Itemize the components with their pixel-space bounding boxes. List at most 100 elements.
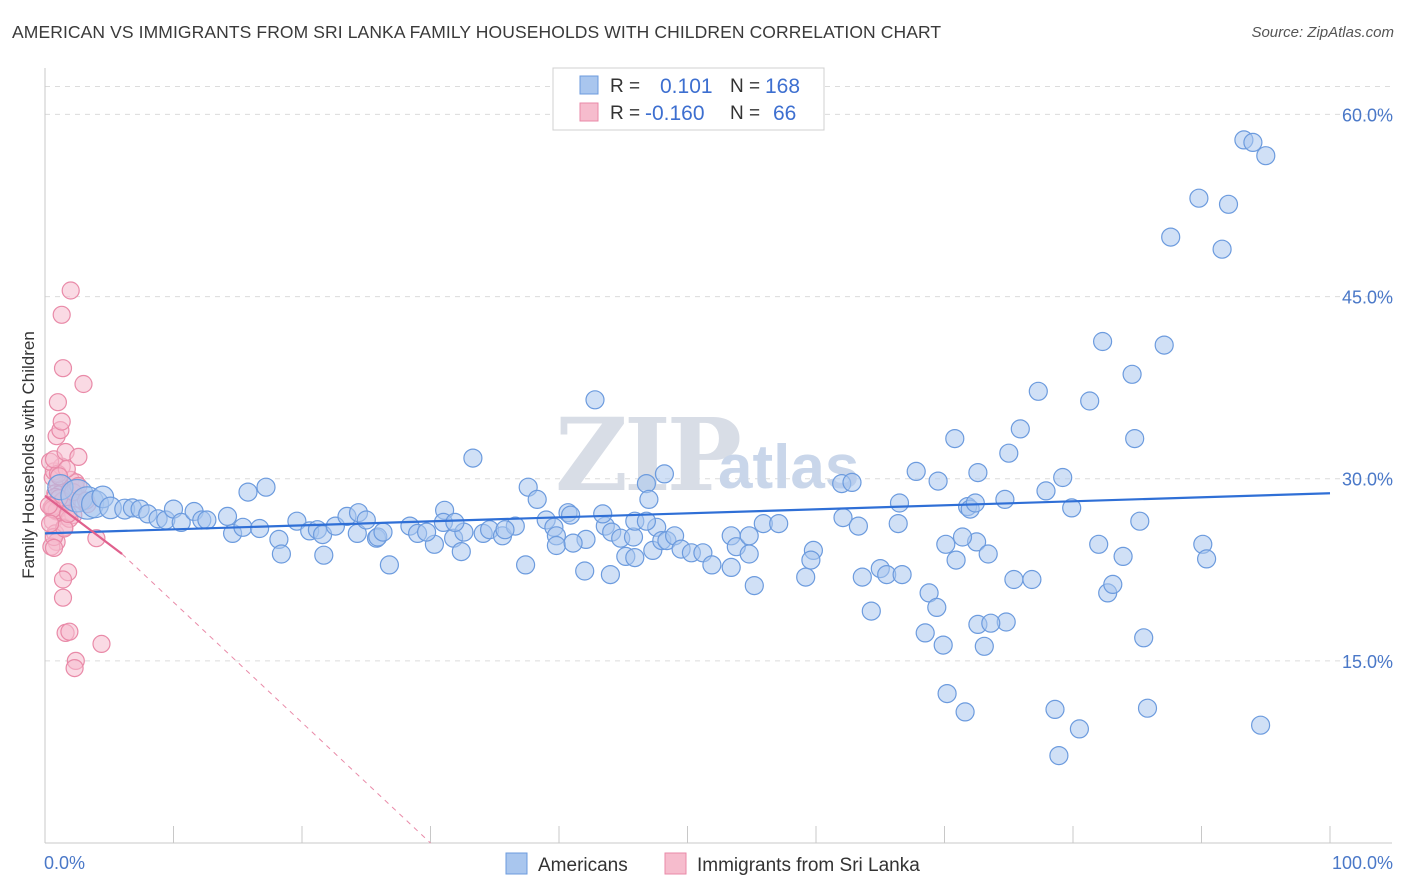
americans-point bbox=[451, 541, 471, 562]
americans-trend-line bbox=[44, 492, 1331, 535]
americans-point bbox=[796, 567, 816, 587]
americans-point bbox=[995, 489, 1015, 509]
sri-lanka-point bbox=[74, 374, 93, 394]
americans-point bbox=[1189, 188, 1209, 208]
y-tick-label: 30.0% bbox=[1342, 470, 1393, 490]
sri-lanka-point bbox=[53, 359, 73, 378]
americans-point bbox=[801, 550, 821, 570]
americans-point bbox=[981, 613, 1001, 633]
americans-point bbox=[575, 561, 595, 581]
sri-lanka-point bbox=[53, 570, 73, 589]
americans-point bbox=[1103, 574, 1123, 595]
sri-lanka-r-label: R = bbox=[610, 103, 640, 124]
americans-point bbox=[1122, 364, 1142, 384]
sri-lanka-point bbox=[87, 529, 106, 548]
americans-point bbox=[197, 510, 217, 530]
legend-sri-lanka-label: Immigrants from Sri Lanka bbox=[697, 855, 920, 876]
americans-point bbox=[1010, 419, 1030, 439]
americans-point bbox=[445, 512, 465, 533]
americans-points bbox=[47, 130, 1276, 766]
americans-legend-swatch bbox=[579, 75, 599, 95]
americans-point bbox=[769, 513, 789, 534]
chart-title: AMERICAN VS IMMIGRANTS FROM SRI LANKA FA… bbox=[12, 22, 942, 42]
americans-point bbox=[892, 564, 912, 585]
americans-point bbox=[965, 493, 985, 513]
americans-point bbox=[1004, 569, 1024, 590]
americans-point bbox=[952, 527, 973, 547]
americans-point bbox=[1022, 569, 1042, 590]
americans-point bbox=[314, 545, 334, 565]
americans-point bbox=[1053, 467, 1073, 488]
americans-point bbox=[495, 520, 515, 540]
americans-point bbox=[721, 557, 741, 578]
series-legend: Americans Immigrants from Sri Lanka bbox=[505, 852, 920, 876]
americans-point bbox=[515, 555, 536, 575]
americans-point bbox=[1069, 719, 1090, 739]
americans-point bbox=[955, 702, 975, 722]
sri-lanka-r-value: -0.160 bbox=[645, 102, 705, 125]
americans-point bbox=[546, 535, 567, 556]
americans-point bbox=[861, 601, 881, 621]
americans-point bbox=[928, 471, 948, 491]
americans-point bbox=[1125, 429, 1145, 449]
americans-point bbox=[1134, 628, 1154, 648]
americans-point bbox=[560, 505, 581, 525]
americans-point bbox=[888, 513, 908, 534]
sri-lanka-n-value: 66 bbox=[773, 102, 796, 125]
americans-point bbox=[271, 544, 291, 564]
americans-point bbox=[842, 472, 862, 492]
americans-r-label: R = bbox=[610, 76, 640, 97]
americans-point bbox=[933, 635, 953, 655]
americans-point bbox=[1154, 335, 1174, 355]
americans-point bbox=[848, 516, 869, 536]
americans-point bbox=[1049, 745, 1069, 766]
legend-sri-lanka-swatch bbox=[664, 852, 687, 875]
sri-lanka-point bbox=[92, 634, 111, 654]
americans-point bbox=[1028, 381, 1048, 401]
americans-point bbox=[927, 597, 947, 618]
americans-point bbox=[1250, 715, 1271, 735]
trend-lines bbox=[44, 492, 1331, 844]
americans-point bbox=[585, 390, 605, 410]
y-tick-label: 45.0% bbox=[1342, 288, 1393, 308]
americans-point bbox=[593, 504, 613, 524]
legend-americans-swatch bbox=[505, 852, 528, 875]
americans-point bbox=[600, 564, 621, 585]
x-tick-label-max: 100.0% bbox=[1332, 853, 1393, 873]
sri-lanka-point bbox=[69, 447, 88, 466]
sri-lanka-trend-line bbox=[44, 494, 123, 555]
americans-point bbox=[1218, 194, 1239, 214]
americans-point bbox=[937, 683, 957, 704]
stats-legend: R = 0.101 N = 168 R = -0.160 N = 66 bbox=[552, 67, 825, 131]
americans-point bbox=[906, 461, 926, 481]
sri-lanka-n-label: N = bbox=[730, 103, 760, 124]
americans-point bbox=[889, 493, 910, 513]
sri-lanka-legend-swatch bbox=[579, 102, 599, 122]
americans-point bbox=[978, 544, 998, 564]
americans-r-value: 0.101 bbox=[660, 75, 713, 98]
americans-point bbox=[356, 510, 376, 530]
americans-point bbox=[1137, 698, 1158, 718]
americans-point bbox=[1062, 498, 1082, 518]
americans-point bbox=[936, 534, 956, 554]
americans-point bbox=[1243, 132, 1263, 152]
watermark: ZIP atlas bbox=[555, 396, 859, 514]
americans-point bbox=[625, 547, 645, 568]
americans-n-value: 168 bbox=[765, 75, 800, 98]
americans-point bbox=[1089, 534, 1109, 554]
sri-lanka-point bbox=[61, 281, 80, 300]
americans-point bbox=[171, 512, 191, 533]
americans-point bbox=[527, 489, 547, 509]
americans-point bbox=[1212, 239, 1232, 259]
americans-point bbox=[373, 522, 393, 542]
sri-lanka-point bbox=[53, 588, 73, 607]
americans-n-label: N = bbox=[730, 76, 760, 97]
americans-point bbox=[968, 463, 988, 483]
americans-point bbox=[974, 636, 994, 656]
americans-point bbox=[379, 555, 399, 575]
americans-point bbox=[217, 506, 238, 527]
sri-lanka-point bbox=[60, 622, 79, 641]
sri-lanka-point bbox=[48, 393, 68, 412]
sri-lanka-point bbox=[52, 412, 71, 431]
y-tick-label: 15.0% bbox=[1342, 652, 1393, 672]
